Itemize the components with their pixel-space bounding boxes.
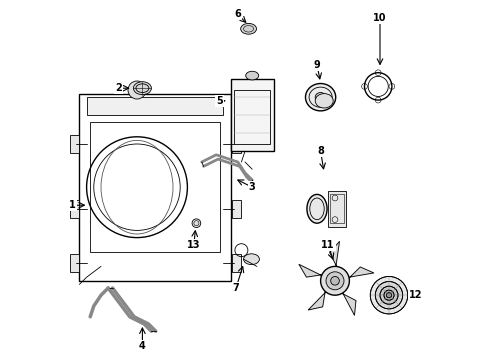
Bar [232,200,242,218]
Bar [232,254,242,272]
Text: 4: 4 [139,341,146,351]
Bar [71,200,79,218]
Ellipse shape [305,84,336,111]
Circle shape [380,286,398,304]
Text: 10: 10 [373,13,387,23]
Circle shape [375,282,403,309]
Ellipse shape [307,194,327,223]
Text: 5: 5 [217,96,223,106]
Text: 11: 11 [321,240,335,250]
Ellipse shape [245,71,259,80]
Ellipse shape [241,23,257,34]
Text: 8: 8 [317,146,324,156]
Circle shape [331,276,339,285]
Circle shape [326,272,344,290]
Polygon shape [308,284,330,310]
Text: 1: 1 [69,200,75,210]
Circle shape [128,81,146,99]
Bar [234,90,270,144]
Polygon shape [299,264,330,278]
Text: 2: 2 [115,83,122,93]
Text: 9: 9 [314,60,320,70]
Polygon shape [335,288,356,315]
Circle shape [192,219,201,228]
Circle shape [387,293,392,298]
Text: 6: 6 [234,9,241,19]
Bar [71,254,79,272]
Ellipse shape [133,82,151,95]
Bar [231,79,274,151]
Polygon shape [330,242,340,274]
Bar [87,97,223,115]
Bar [71,135,79,153]
Ellipse shape [315,94,333,108]
Text: 12: 12 [409,290,423,300]
Text: 13: 13 [187,240,200,250]
Circle shape [320,266,349,295]
Circle shape [370,276,408,314]
Bar [79,94,231,281]
Ellipse shape [315,93,326,102]
Polygon shape [343,267,374,283]
Bar [330,194,344,223]
Ellipse shape [244,254,259,265]
Bar [232,135,242,153]
Bar [90,122,220,252]
Text: 3: 3 [249,182,256,192]
Circle shape [384,290,394,300]
Text: 7: 7 [233,283,240,293]
Bar [328,191,346,227]
